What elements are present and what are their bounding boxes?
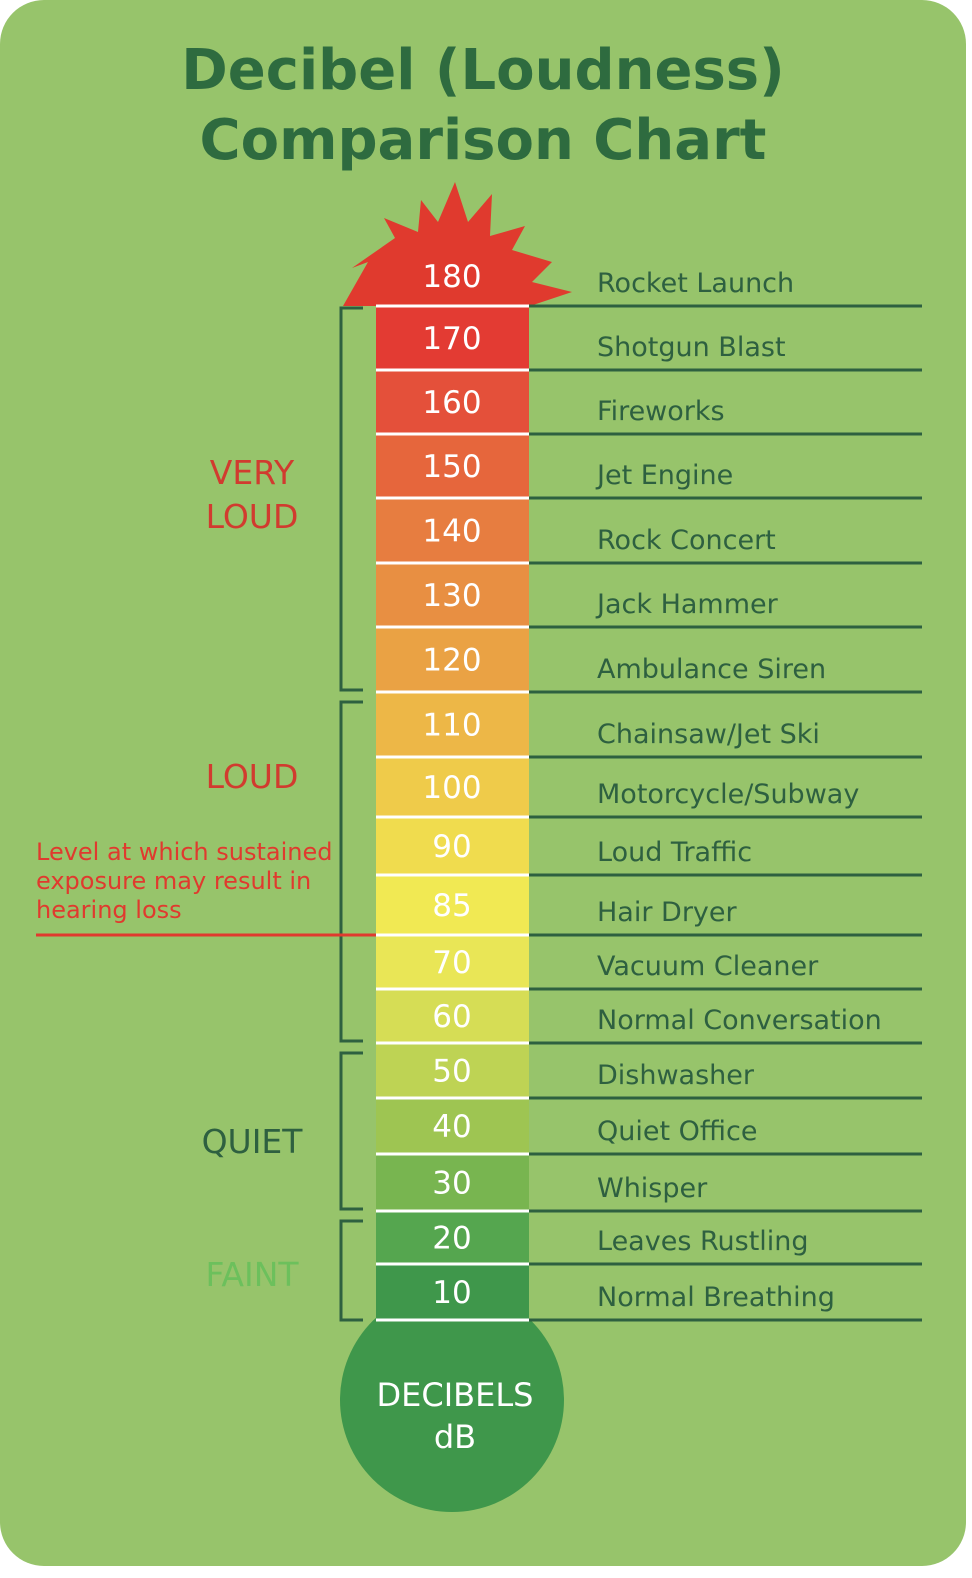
db-value-label: 40 — [432, 1109, 471, 1145]
row-bar-10 — [376, 1264, 529, 1320]
sound-source-label: Fireworks — [597, 396, 725, 427]
hearing-loss-note-line: Level at which sustained — [36, 838, 332, 866]
sound-source-label: Ambulance Siren — [597, 654, 826, 685]
category-label: QUIET — [202, 1122, 304, 1161]
unit-label-decibels: DECIBELS — [377, 1376, 534, 1414]
db-value-label: 140 — [422, 514, 481, 550]
sound-source-label: Quiet Office — [597, 1116, 757, 1147]
db-value-label: 180 — [422, 259, 481, 295]
category-label: LOUD — [206, 497, 299, 536]
row-bar-160 — [376, 370, 529, 434]
sound-source-label: Loud Traffic — [597, 837, 752, 868]
sound-source-label: Jack Hammer — [595, 589, 779, 620]
row-bar-120 — [376, 627, 529, 692]
sound-source-label: Leaves Rustling — [597, 1226, 809, 1257]
category-bracket — [339, 1051, 363, 1211]
db-value-label: 110 — [422, 708, 481, 744]
sound-source-label: Rock Concert — [597, 525, 776, 556]
chart-title-line-2: Comparison Chart — [199, 108, 767, 173]
db-value-label: 20 — [432, 1221, 471, 1257]
sound-source-label: Shotgun Blast — [597, 332, 786, 363]
row-bar-30 — [376, 1154, 529, 1211]
db-value-label: 150 — [422, 449, 481, 485]
db-value-label: 60 — [432, 999, 471, 1035]
row-bar-100 — [376, 757, 529, 817]
row-bar-20 — [376, 1211, 529, 1264]
sound-source-label: Chainsaw/Jet Ski — [597, 719, 820, 750]
db-value-label: 10 — [432, 1275, 471, 1311]
row-bar-110 — [376, 692, 529, 757]
category-bracket — [339, 1219, 363, 1322]
db-value-label: 170 — [422, 321, 481, 357]
db-value-label: 85 — [432, 888, 471, 924]
sound-source-label: Motorcycle/Subway — [597, 779, 859, 810]
hearing-loss-note-line: exposure may result in — [36, 867, 311, 895]
row-bar-90 — [376, 817, 529, 875]
sound-source-label: Jet Engine — [595, 460, 733, 491]
db-value-label: 50 — [432, 1054, 471, 1090]
category-label: LOUD — [206, 757, 299, 796]
sound-source-label: Rocket Launch — [597, 268, 794, 299]
hearing-loss-note-line: hearing loss — [36, 896, 182, 924]
row-bar-50 — [376, 1043, 529, 1098]
sound-source-label: Whisper — [597, 1173, 708, 1204]
chart-title: Decibel (Loudness) Comparison Chart — [0, 36, 966, 176]
sound-source-label: Hair Dryer — [597, 897, 738, 928]
sound-source-label: Normal Conversation — [597, 1005, 882, 1036]
row-bar-40 — [376, 1098, 529, 1154]
sound-source-label: Normal Breathing — [597, 1282, 835, 1313]
row-bar-85 — [376, 875, 529, 935]
unit-label-db: dB — [434, 1418, 476, 1456]
db-value-label: 130 — [422, 578, 481, 614]
row-bar-180 — [343, 182, 572, 306]
db-value-label: 100 — [422, 770, 481, 806]
row-bar-170 — [376, 306, 529, 370]
sound-source-label: Vacuum Cleaner — [597, 951, 819, 982]
category-bracket — [339, 700, 363, 1043]
row-bar-130 — [376, 563, 529, 627]
row-bar-70 — [376, 935, 529, 989]
db-value-label: 160 — [422, 385, 481, 421]
thermometer-bulb — [340, 1288, 564, 1512]
sound-source-label: Dishwasher — [597, 1060, 755, 1091]
row-bar-150 — [376, 434, 529, 498]
db-value-label: 90 — [432, 829, 471, 865]
chart-title-line-1: Decibel (Loudness) — [181, 38, 785, 103]
row-bar-60 — [376, 989, 529, 1043]
db-value-label: 30 — [432, 1166, 471, 1202]
category-label: VERY — [210, 453, 295, 492]
category-bracket — [339, 306, 363, 692]
row-bar-140 — [376, 498, 529, 563]
db-value-label: 120 — [422, 643, 481, 679]
db-value-label: 70 — [432, 945, 471, 981]
category-label: FAINT — [205, 1255, 299, 1294]
